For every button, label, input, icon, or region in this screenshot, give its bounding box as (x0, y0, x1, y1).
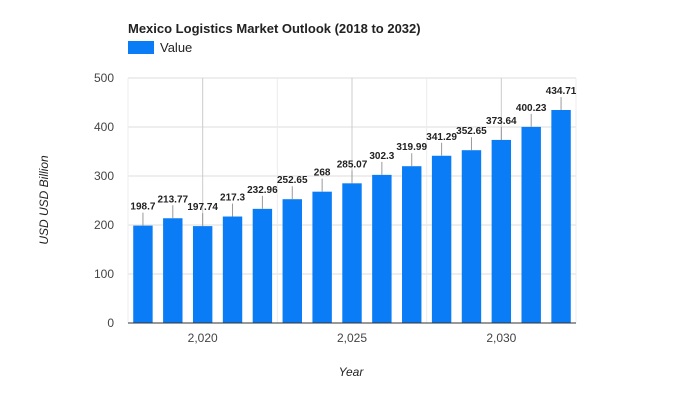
data-label: 373.64 (486, 116, 517, 127)
bar (282, 199, 302, 323)
y-tick-label: 200 (94, 218, 114, 232)
bar (252, 208, 273, 323)
bars (133, 109, 571, 324)
data-label: 352.65 (456, 126, 487, 137)
bar (551, 109, 571, 324)
bar (372, 174, 392, 323)
y-tick-label: 0 (107, 316, 114, 330)
x-tick-label: 2,030 (486, 331, 516, 345)
x-axis-title: Year (339, 365, 365, 379)
bar (461, 150, 482, 323)
bar (312, 191, 332, 323)
bar (133, 225, 153, 323)
data-label: 319.99 (396, 142, 427, 153)
bar (192, 226, 213, 323)
y-axis-title: USD USD Billion (37, 155, 51, 245)
bar (521, 126, 541, 323)
y-tick-label: 400 (94, 120, 114, 134)
x-tick-label: 2,025 (337, 331, 367, 345)
y-tick-label: 100 (94, 267, 114, 281)
data-label: 232.96 (247, 185, 278, 196)
legend: Value (128, 40, 192, 55)
data-label: 341.29 (426, 132, 457, 143)
x-tick-label: 2,020 (188, 331, 218, 345)
data-label: 434.71 (546, 86, 577, 97)
legend-label: Value (160, 40, 192, 55)
data-label: 198.7 (130, 202, 155, 213)
bar (491, 139, 512, 323)
bar (163, 218, 183, 323)
bar (342, 183, 362, 323)
bar (222, 216, 243, 323)
data-label: 197.74 (187, 202, 218, 213)
bar (402, 166, 422, 323)
data-label: 213.77 (158, 194, 189, 205)
data-label: 302.3 (369, 151, 394, 162)
y-tick-label: 300 (94, 169, 114, 183)
x-axis-ticks: 2,020 2,025 2,030 (188, 331, 517, 345)
y-tick-label: 500 (94, 71, 114, 85)
data-label: 400.23 (516, 103, 547, 114)
chart-title: Mexico Logistics Market Outlook (2018 to… (128, 21, 421, 36)
data-label: 252.65 (277, 175, 308, 186)
data-label: 285.07 (337, 159, 368, 170)
y-axis-ticks: 0 100 200 300 400 500 (94, 71, 114, 330)
bar (431, 155, 452, 323)
data-label: 268 (314, 168, 331, 179)
data-label: 217.3 (220, 193, 245, 204)
legend-swatch (128, 41, 154, 54)
